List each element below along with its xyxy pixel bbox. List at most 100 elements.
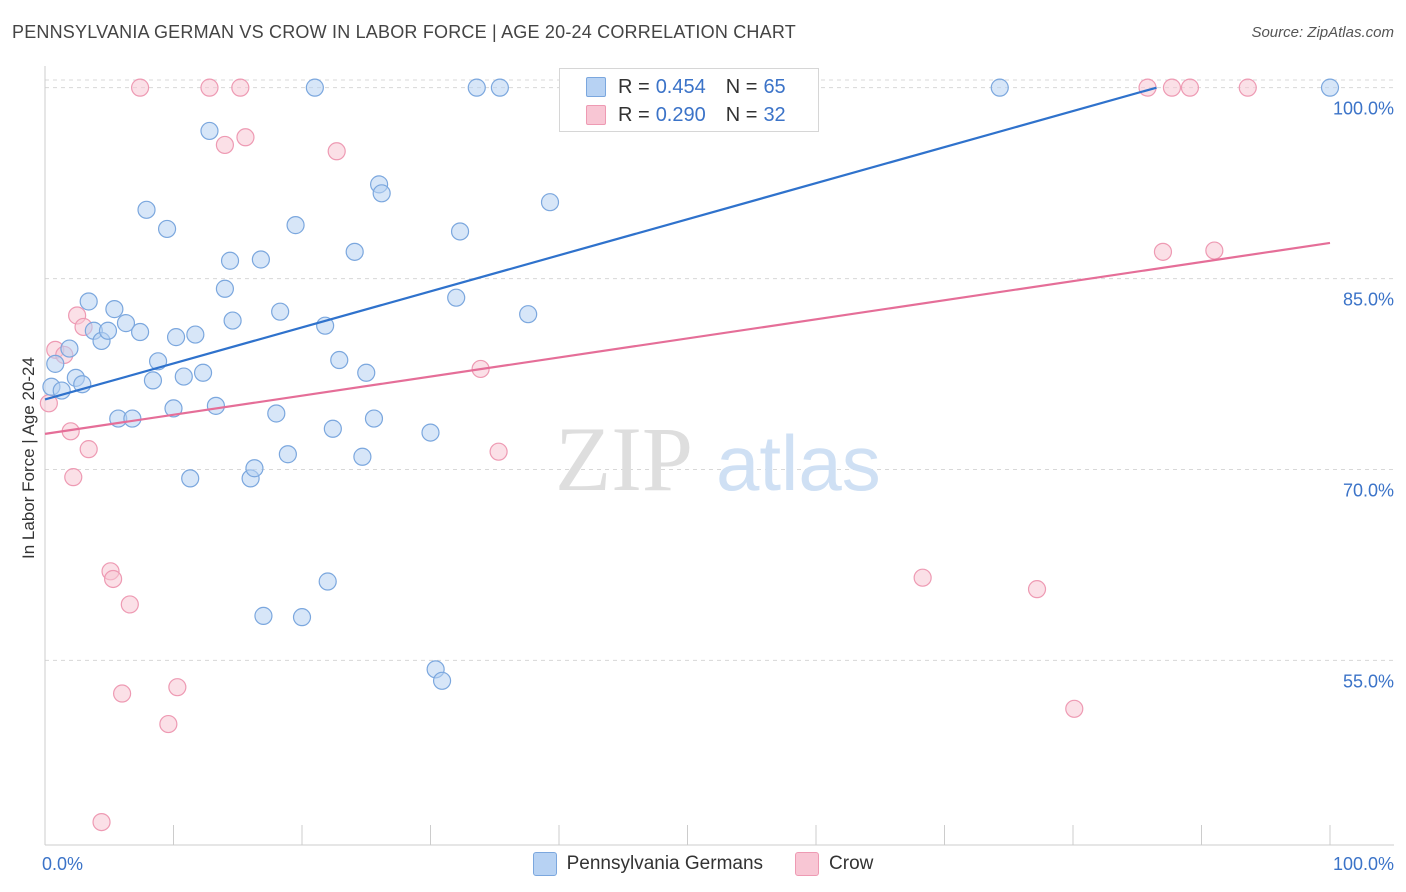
r-value: 0.290 bbox=[655, 103, 706, 126]
n-label: N = bbox=[725, 75, 758, 98]
pennsylvania-germans-point bbox=[353, 447, 372, 466]
pennsylvania-germans-point bbox=[323, 419, 342, 438]
crow-point bbox=[1027, 580, 1047, 599]
crow-point bbox=[231, 78, 250, 97]
x-tick-label: 0.0% bbox=[42, 854, 83, 874]
pennsylvania-germans-point bbox=[278, 445, 297, 464]
y-axis-label: In Labor Force | Age 20-24 bbox=[19, 357, 38, 559]
pennsylvania-germans-point bbox=[364, 409, 384, 428]
pennsylvania-germans-trend-line bbox=[44, 86, 1157, 401]
crow-point bbox=[159, 714, 178, 734]
crow-point bbox=[79, 440, 98, 459]
pennsylvania-germans-point bbox=[46, 354, 65, 373]
series-legend: Pennsylvania Germans Crow bbox=[0, 852, 1406, 876]
pennsylvania-germans-point bbox=[372, 184, 391, 203]
legend-label: Pennsylvania Germans bbox=[566, 853, 764, 874]
n-value: 32 bbox=[763, 103, 786, 126]
points-layer bbox=[39, 78, 1340, 832]
legend-item-crow: Crow bbox=[795, 852, 873, 876]
crow-point bbox=[92, 812, 111, 832]
stats-legend-row-blue: R = 0.454 N = 65 bbox=[586, 73, 786, 101]
y-tick-label: 85.0% bbox=[1343, 290, 1394, 310]
pennsylvania-germans-point bbox=[254, 606, 273, 625]
watermark-zip: ZIP bbox=[555, 408, 693, 510]
pennsylvania-germans-point bbox=[157, 219, 177, 239]
pennsylvania-germans-point bbox=[519, 305, 538, 324]
chart-title: PENNSYLVANIA GERMAN VS CROW IN LABOR FOR… bbox=[12, 22, 796, 42]
pennsylvania-germans-point bbox=[286, 216, 305, 235]
n-value: 65 bbox=[763, 75, 786, 98]
pennsylvania-germans-point bbox=[330, 350, 349, 370]
pennsylvania-germans-point bbox=[345, 242, 364, 261]
pennsylvania-germans-point bbox=[186, 325, 205, 344]
stats-legend: R = 0.454 N = 65 R = 0.290 N = 32 bbox=[559, 68, 819, 132]
pennsylvania-germans-point bbox=[467, 78, 486, 97]
crow-point bbox=[112, 684, 132, 703]
y-tick-label: 70.0% bbox=[1343, 481, 1394, 501]
pennsylvania-germans-point bbox=[193, 363, 213, 382]
pennsylvania-germans-point bbox=[292, 608, 312, 627]
legend-label: Crow bbox=[829, 853, 874, 874]
pennsylvania-germans-point bbox=[137, 200, 156, 219]
x-tick-label: 100.0% bbox=[1333, 854, 1394, 874]
pennsylvania-germans-point bbox=[223, 311, 242, 330]
crow-point bbox=[104, 569, 123, 589]
pink-swatch bbox=[586, 105, 606, 125]
pennsylvania-germans-point bbox=[181, 469, 200, 488]
pennsylvania-germans-point bbox=[143, 371, 163, 390]
crow-point bbox=[215, 135, 234, 155]
pennsylvania-germans-point bbox=[450, 222, 470, 241]
pennsylvania-germans-point bbox=[447, 288, 466, 307]
pennsylvania-germans-point bbox=[305, 78, 324, 97]
pennsylvania-germans-point bbox=[318, 572, 337, 591]
pennsylvania-germans-point bbox=[540, 193, 560, 212]
y-tick-label: 55.0% bbox=[1343, 671, 1394, 691]
crow-point bbox=[168, 678, 187, 697]
pennsylvania-germans-point bbox=[130, 322, 150, 342]
crow-point bbox=[1162, 78, 1182, 97]
watermark: ZIP atlas bbox=[555, 408, 881, 510]
source-credit: Source: ZipAtlas.com bbox=[1251, 24, 1394, 41]
legend-swatch-blue bbox=[532, 852, 557, 876]
pennsylvania-germans-point bbox=[220, 251, 240, 270]
grid-layer bbox=[45, 79, 1394, 661]
r-label: R = bbox=[618, 103, 650, 126]
pennsylvania-germans-point bbox=[357, 363, 376, 382]
crow-point bbox=[200, 78, 219, 97]
crow-point bbox=[1238, 78, 1257, 97]
crow-point bbox=[913, 568, 932, 587]
pennsylvania-germans-point bbox=[60, 339, 79, 358]
legend-item-pennsylvania-germans: Pennsylvania Germans bbox=[532, 852, 764, 876]
pennsylvania-germans-point bbox=[98, 321, 118, 340]
pennsylvania-germans-point bbox=[267, 404, 286, 423]
y-tick-label: 100.0% bbox=[1333, 99, 1394, 119]
pennsylvania-germans-point bbox=[990, 78, 1009, 97]
watermark-atlas: atlas bbox=[716, 419, 881, 507]
pennsylvania-germans-point bbox=[164, 399, 183, 418]
crow-point bbox=[120, 595, 139, 614]
pennsylvania-germans-point bbox=[271, 302, 290, 321]
pennsylvania-germans-point bbox=[166, 328, 186, 347]
crow-point bbox=[64, 468, 83, 487]
crow-point bbox=[130, 78, 150, 97]
crow-point bbox=[327, 142, 346, 161]
crow-point bbox=[1180, 78, 1200, 97]
blue-swatch bbox=[586, 77, 606, 97]
pennsylvania-germans-point bbox=[105, 300, 124, 319]
stats-legend-row-pink: R = 0.290 N = 32 bbox=[586, 101, 786, 129]
axis-layer: 55.0% 70.0% 85.0% 100.0% 0.0% 100.0% bbox=[42, 66, 1394, 874]
pennsylvania-germans-point bbox=[421, 423, 440, 442]
pennsylvania-germans-point bbox=[215, 279, 234, 298]
crow-point bbox=[236, 128, 255, 147]
crow-point bbox=[1205, 241, 1224, 260]
pennsylvania-germans-point bbox=[432, 671, 452, 690]
r-value: 0.454 bbox=[655, 75, 706, 98]
legend-swatch-pink bbox=[795, 852, 820, 876]
trend-layer bbox=[44, 86, 1331, 435]
pennsylvania-germans-point bbox=[490, 78, 509, 97]
pennsylvania-germans-point bbox=[1320, 78, 1340, 97]
r-label: R = bbox=[618, 75, 650, 98]
pennsylvania-germans-point bbox=[116, 314, 136, 333]
pennsylvania-germans-point bbox=[251, 250, 270, 269]
crow-point bbox=[489, 442, 508, 461]
